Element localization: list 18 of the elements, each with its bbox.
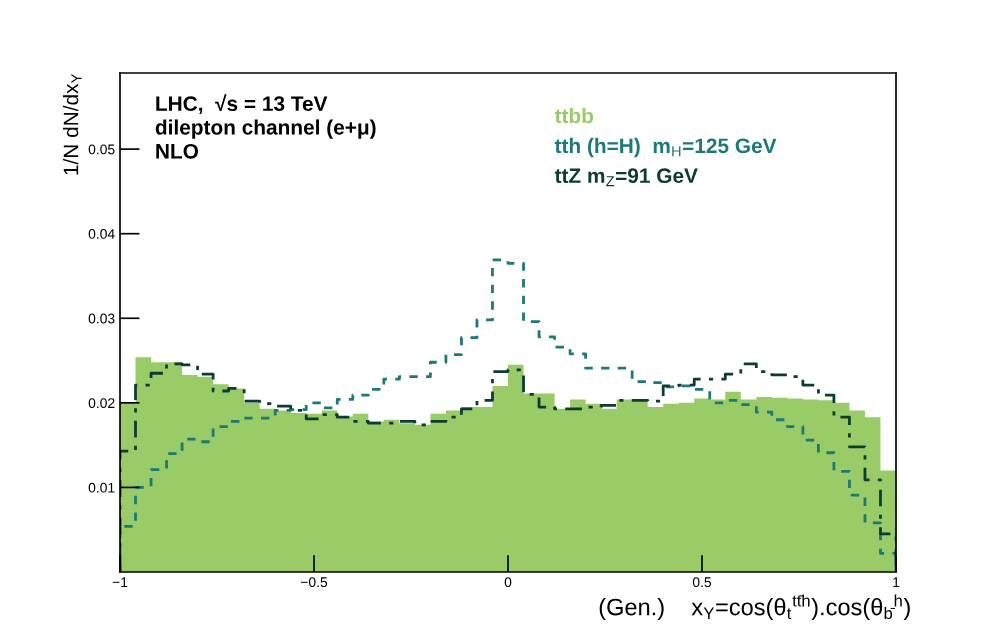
text: ttbb <box>554 107 594 124</box>
y-tick-label: 0.05 <box>88 144 115 155</box>
x-tick-label: 0.5 <box>692 577 712 588</box>
annotation: LHC, √s = 13 TeV <box>156 94 328 115</box>
text: (Gen.) x$_{Y}$=cos(θ$_{t}$$^{tt̄h}$).cos(θ$_{b̄}$$^{h}$) <box>599 594 910 621</box>
text: ttZ m$_{Z}$=91 GeV <box>554 168 698 187</box>
x-tick-label: 1 <box>893 577 900 587</box>
x-tick-label: 0 <box>504 577 512 588</box>
y-tick-label: 0.04 <box>88 229 115 239</box>
text: tth (h=H) m$_{H}$=125 GeV <box>554 137 777 158</box>
y-axis-title: 1/N dN/dx$_{Y}$ <box>63 73 82 175</box>
annotation: dilepton channel (e+μ) <box>155 119 376 139</box>
y-tick-label: 0.01 <box>88 482 115 493</box>
x-tick-label: −1 <box>112 577 128 587</box>
y-tick-label: 0.03 <box>88 313 115 324</box>
y-tick-label: 0.02 <box>88 398 115 409</box>
x-tick-label: −0.5 <box>300 577 328 588</box>
annotation: NLO <box>156 143 199 159</box>
